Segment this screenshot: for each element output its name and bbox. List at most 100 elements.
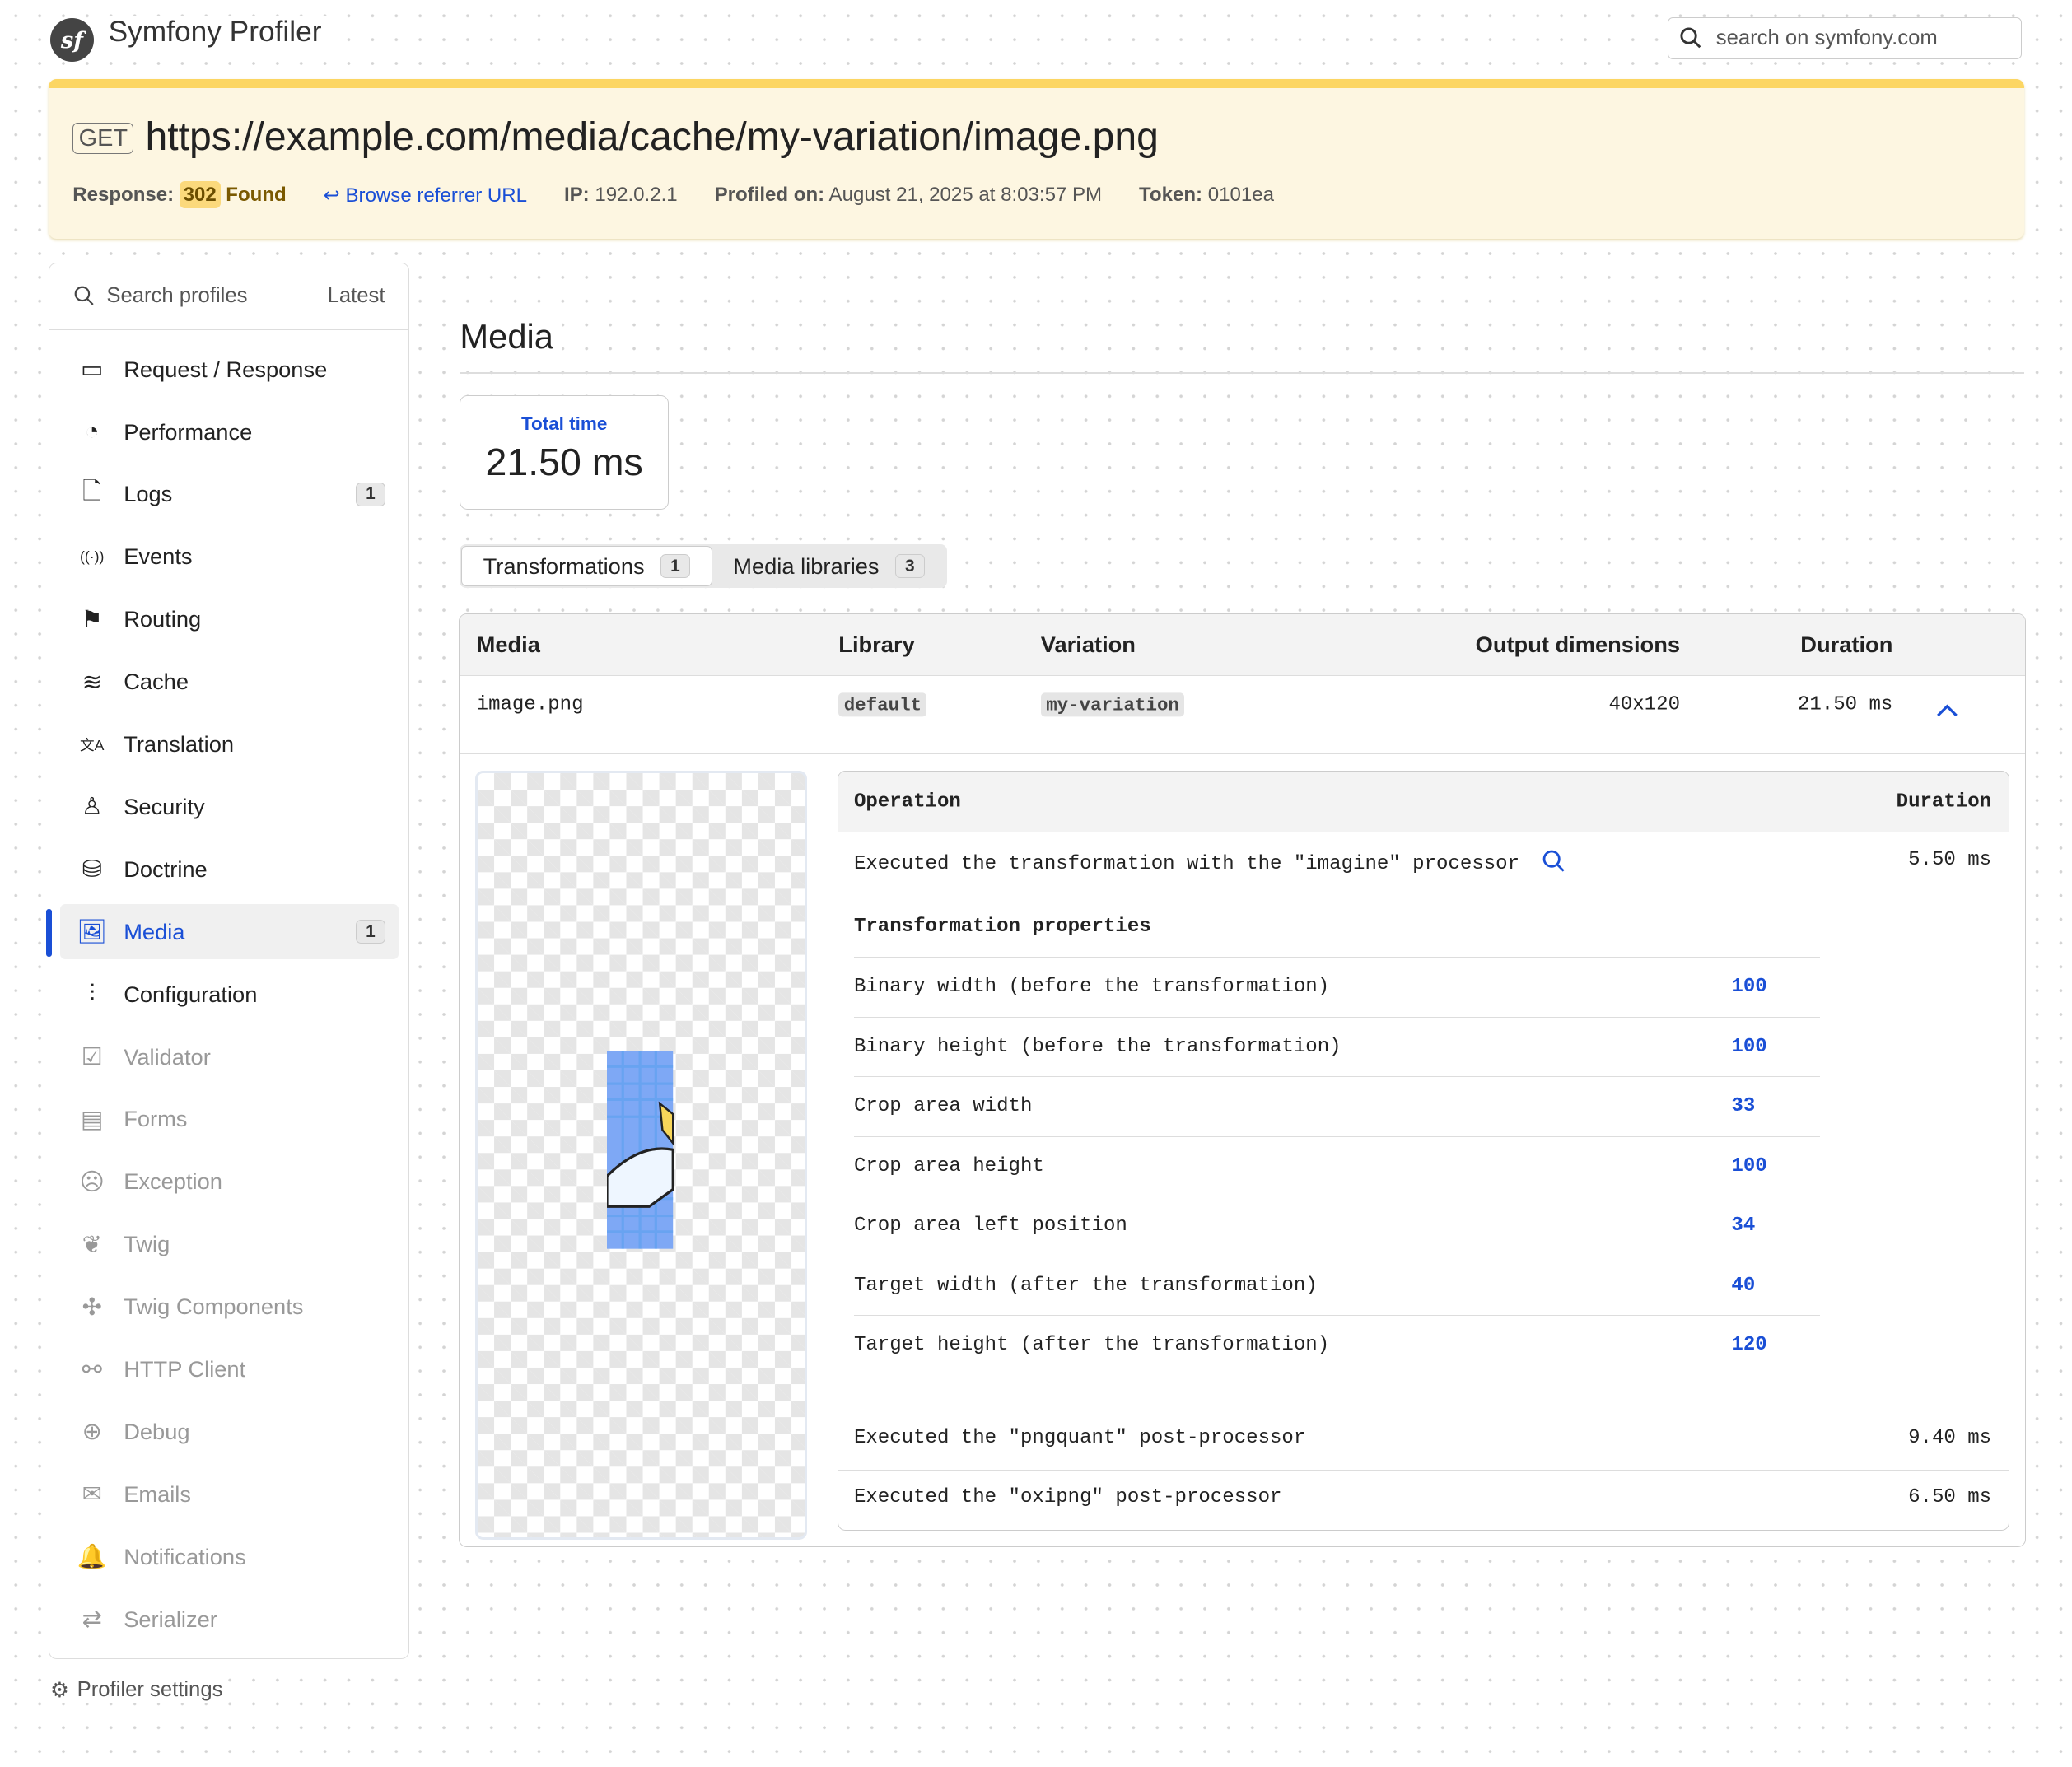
sidebar-item-label: Events xyxy=(124,543,193,570)
media-icon: 🖼 xyxy=(77,918,108,945)
sidebar-item-emails[interactable]: ✉ Emails xyxy=(60,1466,399,1522)
property-label: Crop area height xyxy=(853,1154,1044,1177)
operation-text: Executed the "pngquant" post-processor xyxy=(853,1426,1306,1449)
latest-link[interactable]: Latest xyxy=(327,284,385,308)
property-row: Binary width (before the transformation)… xyxy=(853,957,1820,1016)
chevron-up-icon[interactable] xyxy=(1935,702,1959,718)
variation-tag: my-variation xyxy=(1040,692,1185,717)
logs-icon: 🗋 xyxy=(82,478,102,505)
post-processor-row: Executed the "pngquant" post-processor 9.… xyxy=(838,1410,2009,1469)
symfony-search-input[interactable]: search on symfony.com xyxy=(1668,16,2023,60)
tab-label: Media libraries xyxy=(733,552,880,579)
search-icon[interactable] xyxy=(1542,849,1566,874)
referrer-label: Browse referrer URL xyxy=(345,184,528,207)
cache-icon: ≋ xyxy=(82,669,102,696)
sidebar-item-logs[interactable]: 🗋 Logs 1 xyxy=(60,467,399,522)
active-indicator xyxy=(46,908,52,957)
profiled-on: August 21, 2025 at 8:03:57 PM xyxy=(828,184,1103,207)
count-badge: 1 xyxy=(355,482,385,507)
sidebar-item-routing[interactable]: ⚑ Routing xyxy=(60,592,399,647)
sidebar-item-label: Forms xyxy=(124,1106,188,1132)
ip-label: IP: xyxy=(563,184,590,207)
request-icon: ▭ xyxy=(81,357,104,384)
twig-components-icon: ✣ xyxy=(82,1294,102,1321)
sidebar-item-validator[interactable]: ☑ Validator xyxy=(60,1029,399,1084)
search-icon xyxy=(1680,27,1701,49)
sidebar-item-events[interactable]: ((·)) Events xyxy=(60,529,399,585)
sidebar-item-label: Twig Components xyxy=(124,1294,304,1320)
property-row: Crop area width 33 xyxy=(853,1076,1820,1135)
validator-icon: ☑ xyxy=(81,1044,103,1071)
sidebar-item-label: Doctrine xyxy=(124,856,208,882)
property-value: 120 xyxy=(1731,1334,1767,1357)
sidebar-item-label: Logs xyxy=(124,481,173,507)
property-label: Crop area width xyxy=(853,1095,1033,1118)
tabs: Transformations 1 Media libraries 3 xyxy=(460,544,948,589)
table-row[interactable]: image.png default my-variation 40x120 21… xyxy=(459,676,2025,754)
sidebar-item-serializer[interactable]: ⇄ Serializer xyxy=(60,1592,399,1647)
search-icon xyxy=(74,286,94,305)
forms-icon: ▤ xyxy=(81,1106,104,1133)
sidebar-item-security[interactable]: ♙ Security xyxy=(60,779,399,834)
token-label: Token: xyxy=(1139,184,1203,207)
metric-value: 21.50 ms xyxy=(485,441,643,484)
properties-title: Transformation properties xyxy=(853,916,1151,939)
sidebar-item-doctrine[interactable]: ⛁ Doctrine xyxy=(60,842,399,897)
property-value: 100 xyxy=(1731,1035,1767,1058)
sidebar-item-configuration[interactable]: ⫶ Configuration xyxy=(60,967,399,1022)
sidebar-item-twig-components[interactable]: ✣ Twig Components xyxy=(60,1279,399,1334)
sidebar-item-media[interactable]: 🖼 Media 1 xyxy=(60,904,399,960)
property-value: 33 xyxy=(1731,1095,1756,1118)
property-label: Binary width (before the transformation) xyxy=(853,976,1330,999)
tab-transformations[interactable]: Transformations 1 xyxy=(460,545,712,587)
security-icon: ♙ xyxy=(81,794,103,821)
profiler-settings-link[interactable]: ⚙ Profiler settings xyxy=(49,1677,228,1703)
sidebar-item-translation[interactable]: 文A Translation xyxy=(60,716,399,772)
performance-icon: ◔ xyxy=(84,418,100,445)
token-link[interactable]: 0101ea xyxy=(1207,184,1274,207)
app-title: Symfony Profiler xyxy=(103,16,327,49)
back-arrow-icon: ↩ xyxy=(323,184,340,207)
sidebar-item-performance[interactable]: ◔ Performance xyxy=(60,404,399,459)
count-badge: 3 xyxy=(894,553,925,579)
total-time-metric: Total time 21.50 ms xyxy=(460,394,669,511)
sidebar-item-request-response[interactable]: ▭ Request / Response xyxy=(60,342,399,397)
tab-label: Transformations xyxy=(483,552,645,579)
request-summary: GET https://example.com/media/cache/my-v… xyxy=(49,79,2025,240)
header-library: Library xyxy=(838,631,915,657)
events-icon: ((·)) xyxy=(80,548,105,565)
tab-media-libraries[interactable]: Media libraries 3 xyxy=(712,546,946,587)
operation-duration: 5.50 ms xyxy=(1908,848,1992,871)
sidebar-item-label: Request / Response xyxy=(124,356,328,382)
sidebar-item-label: Emails xyxy=(124,1480,191,1507)
symfony-logo[interactable]: sf xyxy=(49,18,94,63)
search-profiles[interactable]: Search profiles Latest xyxy=(49,263,409,330)
count-badge: 1 xyxy=(355,920,385,944)
sidebar-item-twig[interactable]: ❦ Twig xyxy=(60,1217,399,1272)
operation-duration: 9.40 ms xyxy=(1908,1426,1992,1449)
header-media: Media xyxy=(476,631,540,657)
sidebar-item-http-client[interactable]: ⚯ HTTP Client xyxy=(60,1341,399,1396)
sidebar-item-label: Debug xyxy=(124,1418,190,1444)
property-value: 100 xyxy=(1731,1154,1767,1177)
output-dimensions: 40x120 xyxy=(1608,693,1681,716)
serializer-icon: ⇄ xyxy=(82,1606,102,1634)
property-value: 40 xyxy=(1731,1274,1756,1297)
emails-icon: ✉ xyxy=(82,1481,102,1508)
sidebar-item-label: Security xyxy=(124,793,205,819)
exception-icon: ☹ xyxy=(79,1168,105,1196)
post-processor-row: Executed the "oxipng" post-processor 6.50… xyxy=(838,1469,2009,1529)
header-output-dimensions: Output dimensions xyxy=(1475,631,1681,657)
property-row: Target width (after the transformation) 4… xyxy=(853,1255,1820,1315)
sidebar-item-label: Cache xyxy=(124,669,189,695)
debug-icon: ⊕ xyxy=(82,1419,102,1446)
sidebar-item-forms[interactable]: ▤ Forms xyxy=(60,1092,399,1147)
sidebar-item-notifications[interactable]: 🔔 Notifications xyxy=(60,1529,399,1584)
sidebar-item-debug[interactable]: ⊕ Debug xyxy=(60,1404,399,1459)
browse-referrer-link[interactable]: ↩ Browse referrer URL xyxy=(324,184,527,207)
sidebar-item-exception[interactable]: ☹ Exception xyxy=(60,1154,399,1210)
routing-icon: ⚑ xyxy=(81,606,103,633)
profiled-label: Profiled on: xyxy=(714,184,825,207)
sidebar-item-cache[interactable]: ≋ Cache xyxy=(60,654,399,709)
doctrine-icon: ⛁ xyxy=(82,856,102,884)
